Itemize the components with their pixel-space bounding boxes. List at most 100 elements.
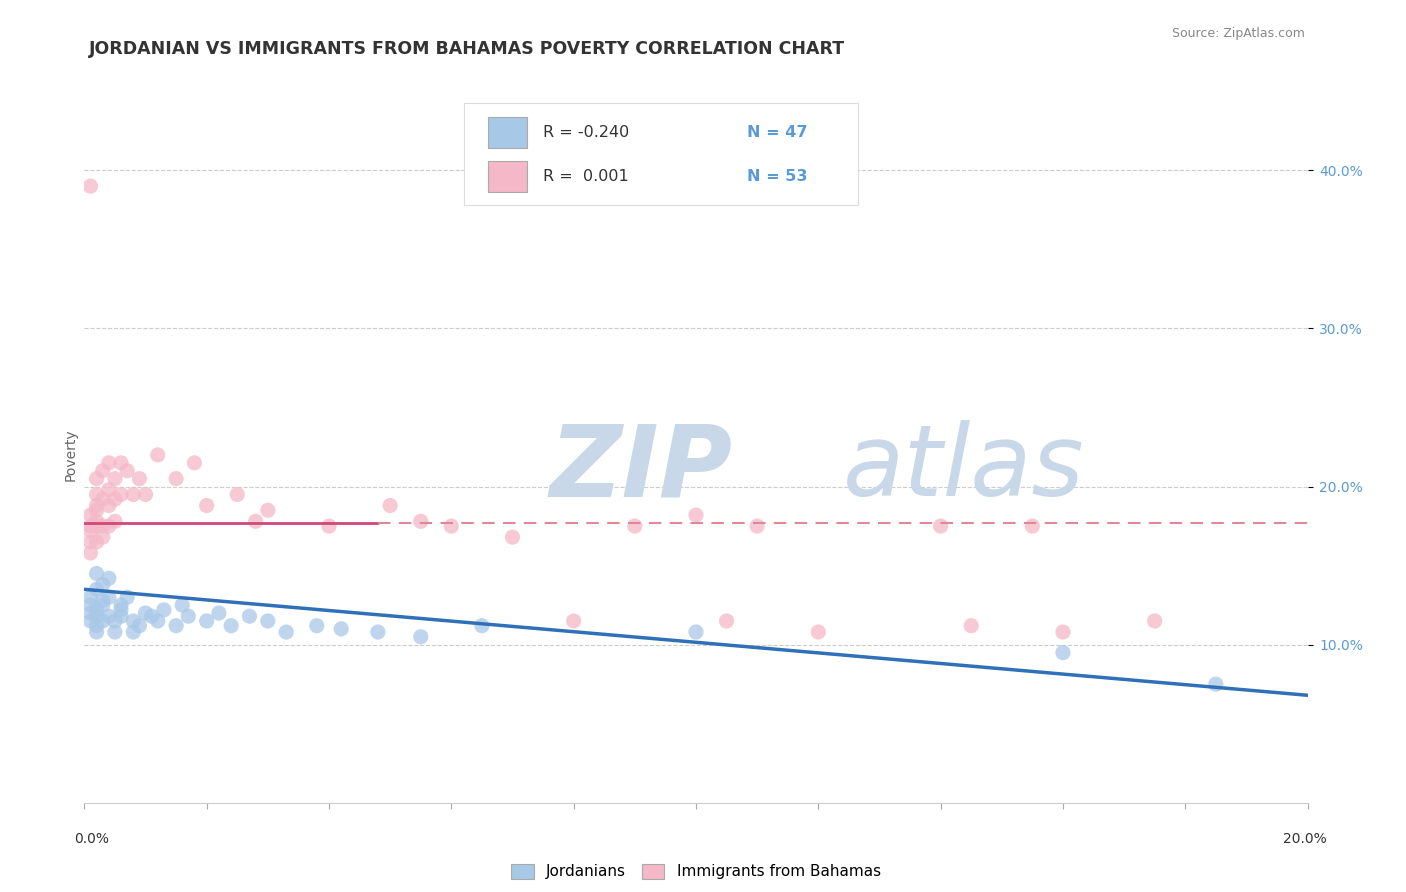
Point <box>1052 646 1074 660</box>
Point <box>86 609 108 624</box>
Point <box>79 179 101 194</box>
Point <box>104 614 127 628</box>
Point <box>208 606 231 620</box>
Point <box>97 571 120 585</box>
Point <box>91 492 114 507</box>
Point <box>1143 614 1166 628</box>
Point <box>747 519 769 533</box>
Point <box>380 499 402 513</box>
Point <box>807 625 830 640</box>
Point <box>318 519 340 533</box>
Point <box>91 614 114 628</box>
Text: R =  0.001: R = 0.001 <box>543 169 628 184</box>
Point <box>97 609 120 624</box>
Point <box>135 606 157 620</box>
FancyBboxPatch shape <box>488 161 527 192</box>
Point <box>79 508 101 522</box>
Point <box>110 603 132 617</box>
Point <box>562 614 585 628</box>
Point <box>440 519 463 533</box>
Point <box>305 618 328 632</box>
Point <box>257 614 280 628</box>
Point <box>91 577 114 591</box>
Point <box>110 487 132 501</box>
Point <box>409 630 432 644</box>
Point <box>367 625 389 640</box>
Point <box>79 591 101 605</box>
Point <box>624 519 647 533</box>
Point <box>195 614 218 628</box>
Point <box>86 514 108 528</box>
Point <box>226 487 249 501</box>
Point <box>219 618 242 632</box>
Point <box>146 448 169 462</box>
Point <box>110 456 132 470</box>
Text: R = -0.240: R = -0.240 <box>543 125 628 140</box>
Point <box>128 472 150 486</box>
Point <box>685 508 707 522</box>
Point <box>165 618 187 632</box>
Point <box>86 618 108 632</box>
Point <box>91 593 114 607</box>
Legend: Jordanians, Immigrants from Bahamas: Jordanians, Immigrants from Bahamas <box>505 857 887 886</box>
Point <box>110 598 132 612</box>
Point <box>86 472 108 486</box>
Point <box>104 472 127 486</box>
Point <box>115 591 138 605</box>
Point <box>97 591 120 605</box>
Point <box>86 487 108 501</box>
Point <box>716 614 738 628</box>
Point <box>79 598 101 612</box>
Point <box>172 598 194 612</box>
Point <box>122 487 145 501</box>
Point <box>86 499 108 513</box>
Text: N = 53: N = 53 <box>748 169 808 184</box>
Point <box>135 487 157 501</box>
Text: atlas: atlas <box>842 420 1084 517</box>
Point <box>1021 519 1043 533</box>
Point <box>183 456 205 470</box>
Point <box>79 524 101 538</box>
Point <box>86 582 108 597</box>
Text: ZIP: ZIP <box>550 420 733 517</box>
Point <box>97 499 120 513</box>
Text: N = 47: N = 47 <box>748 125 808 140</box>
Y-axis label: Poverty: Poverty <box>63 429 77 481</box>
Point <box>245 514 267 528</box>
Point <box>502 530 524 544</box>
Point <box>330 622 353 636</box>
Point <box>409 514 432 528</box>
Point <box>79 606 101 620</box>
Point <box>238 609 260 624</box>
Point <box>165 472 187 486</box>
Text: 0.0%: 0.0% <box>75 832 108 846</box>
Point <box>97 483 120 497</box>
Point <box>128 618 150 632</box>
Point <box>79 534 101 549</box>
Point <box>177 609 200 624</box>
Point <box>86 503 108 517</box>
Point <box>110 609 132 624</box>
Point <box>685 625 707 640</box>
Point <box>79 546 101 560</box>
Point <box>91 464 114 478</box>
Point <box>104 625 127 640</box>
Point <box>97 456 120 470</box>
Point <box>86 566 108 581</box>
Point <box>86 603 108 617</box>
Point <box>91 530 114 544</box>
Point <box>1052 625 1074 640</box>
Point <box>91 519 114 533</box>
Point <box>91 598 114 612</box>
Point <box>104 492 127 507</box>
Point <box>79 614 101 628</box>
Point <box>471 618 494 632</box>
Text: JORDANIAN VS IMMIGRANTS FROM BAHAMAS POVERTY CORRELATION CHART: JORDANIAN VS IMMIGRANTS FROM BAHAMAS POV… <box>89 40 845 58</box>
FancyBboxPatch shape <box>488 117 527 148</box>
Text: Source: ZipAtlas.com: Source: ZipAtlas.com <box>1171 27 1305 40</box>
Point <box>104 514 127 528</box>
Text: 20.0%: 20.0% <box>1282 832 1327 846</box>
Point <box>257 503 280 517</box>
Point <box>1205 677 1227 691</box>
Point <box>79 519 101 533</box>
